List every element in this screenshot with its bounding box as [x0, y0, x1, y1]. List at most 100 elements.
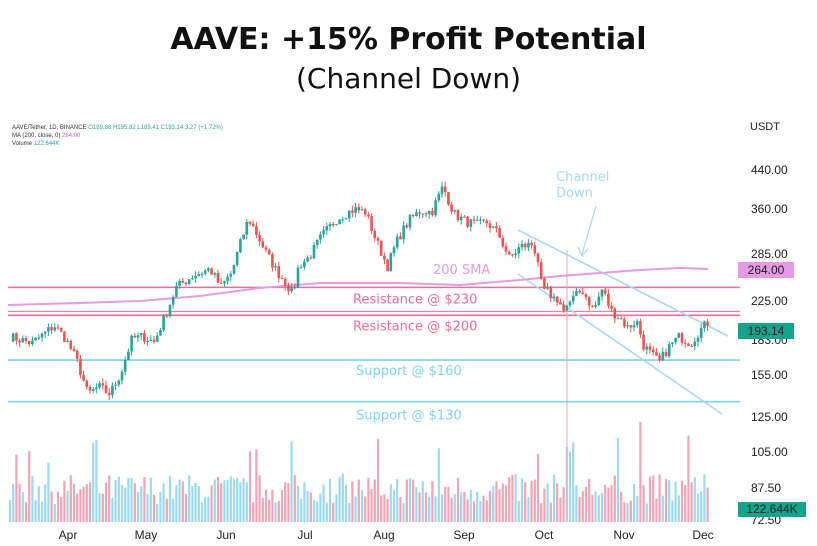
- candle-body: [373, 230, 377, 239]
- volume-bar: [188, 475, 191, 522]
- volume-bar: [296, 485, 300, 522]
- volume-bar: [376, 438, 380, 522]
- candle-body: [559, 302, 562, 305]
- volume-bar: [696, 493, 700, 522]
- candle-body: [277, 266, 281, 279]
- volume-bar: [514, 474, 517, 522]
- volume-bar: [168, 475, 172, 522]
- month-tick-label: May: [135, 528, 158, 542]
- volume-badge: [738, 502, 806, 517]
- candle-body: [341, 219, 345, 221]
- candle-body: [603, 289, 607, 294]
- volume-bar: [12, 483, 15, 522]
- candle-body: [43, 331, 47, 334]
- candle-body: [421, 213, 425, 215]
- candle-body: [50, 327, 53, 331]
- volume-bar: [255, 449, 258, 522]
- volume-bar: [220, 483, 223, 522]
- volume-bar: [124, 487, 127, 522]
- candle-body: [418, 212, 421, 214]
- volume-bar: [152, 494, 156, 522]
- volume-bar: [434, 496, 437, 522]
- candle-body: [274, 266, 277, 268]
- volume-bar: [671, 500, 674, 522]
- volume-bar: [684, 485, 687, 522]
- candle-body: [165, 315, 169, 317]
- sma-layer: [7, 266, 709, 306]
- candle-body: [402, 225, 405, 240]
- price-tick-label: 440.00: [751, 163, 788, 177]
- candle-body: [405, 225, 409, 228]
- volume-bar: [460, 492, 463, 522]
- volume-bar: [252, 502, 255, 522]
- candle-body: [389, 253, 393, 272]
- volume-bar: [639, 422, 642, 522]
- volume-bar: [66, 490, 69, 522]
- candle-body: [514, 253, 517, 256]
- last-price-badge: [738, 323, 794, 339]
- candle-body: [386, 259, 389, 272]
- candle-body: [367, 214, 370, 217]
- legend-ma-row: MA (200, close, 0) 264.00: [12, 132, 223, 140]
- candle-body: [98, 383, 101, 388]
- price-tick-label: 360.00: [751, 202, 788, 216]
- candle-body: [575, 290, 578, 296]
- volume-bar: [466, 499, 469, 522]
- candle-body: [171, 296, 175, 305]
- volume-bar: [572, 442, 575, 522]
- candle-body: [578, 290, 581, 293]
- candle-body: [504, 246, 508, 252]
- volume-bar: [402, 503, 405, 522]
- sma-line: [7, 266, 709, 306]
- candle-body: [335, 224, 338, 226]
- annotations: Resistance @ $230 Resistance @ $200 Suppor…: [353, 170, 609, 424]
- price-tick-label: 87.50: [751, 481, 781, 495]
- volume-bar: [543, 488, 546, 522]
- candle-body: [159, 330, 162, 336]
- volume-bar: [207, 496, 210, 522]
- volume-bar: [76, 493, 79, 522]
- volume-bar: [98, 493, 101, 522]
- volume-bar: [463, 492, 466, 522]
- volume-bar: [632, 484, 636, 522]
- candle-body: [331, 223, 335, 226]
- volume-bar: [591, 494, 594, 522]
- volume-bar: [268, 499, 271, 522]
- candle-body: [587, 297, 591, 306]
- volume-bar: [140, 486, 143, 522]
- channel-lines: [517, 205, 729, 520]
- volume-bar: [63, 480, 66, 522]
- volume-bar: [408, 478, 412, 522]
- candle-body: [152, 339, 156, 342]
- volume-bar: [357, 479, 360, 522]
- volume-bar: [450, 497, 453, 522]
- volume-bar: [223, 480, 226, 522]
- volume-bar: [399, 497, 402, 522]
- volume-bar: [594, 491, 597, 522]
- candle-body: [581, 292, 585, 295]
- volume-bar: [31, 476, 34, 522]
- volume-bar: [556, 483, 559, 522]
- candle-body: [338, 219, 341, 225]
- volume-bar: [431, 480, 434, 522]
- candle-body: [472, 219, 476, 221]
- volume-bar: [8, 499, 12, 522]
- candle-body: [357, 207, 361, 211]
- candle-body: [136, 335, 140, 338]
- volume-bar: [143, 477, 146, 522]
- candle-body: [146, 340, 149, 342]
- legend-volume-value: 122.644K: [33, 141, 60, 147]
- candle-body: [440, 186, 444, 194]
- volume-bar: [338, 476, 341, 522]
- volume-bar: [194, 482, 197, 522]
- candles: [11, 181, 709, 400]
- candle-body: [114, 384, 117, 386]
- candle-body: [517, 247, 521, 254]
- volume-bar: [693, 477, 696, 522]
- volume-bar: [677, 495, 680, 522]
- candle-body: [703, 321, 706, 329]
- volume-bar: [312, 500, 316, 522]
- candle-body: [258, 234, 261, 242]
- volume-bar: [706, 487, 709, 522]
